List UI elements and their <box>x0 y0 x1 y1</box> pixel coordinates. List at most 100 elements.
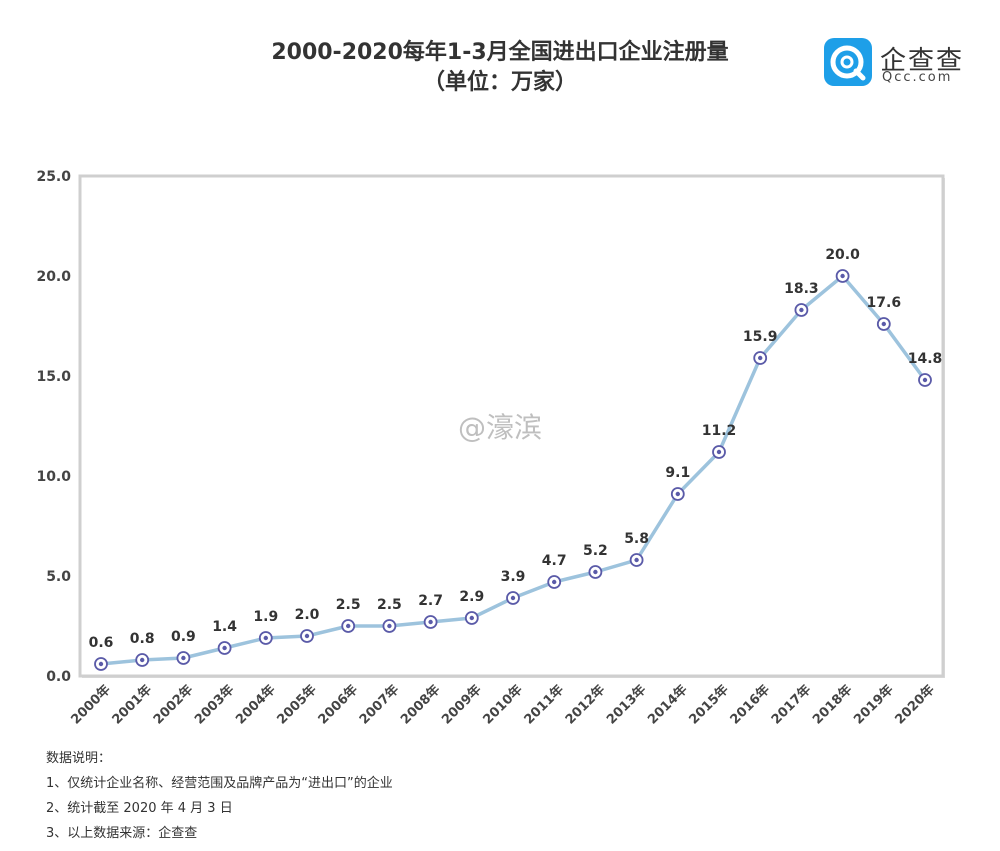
note-item-1: 1、仅统计企业名称、经营范围及品牌产品为“进出口”的企业 <box>46 776 393 791</box>
data-label: 4.7 <box>542 553 567 569</box>
qcc-logo: 企查查 Qcc.com <box>824 38 974 88</box>
data-point-marker <box>341 619 356 633</box>
data-point-marker <box>588 565 603 579</box>
data-point-marker <box>670 487 685 501</box>
y-tick-label: 5.0 <box>46 569 71 585</box>
data-label: 9.1 <box>665 465 690 481</box>
data-point-marker <box>176 651 191 665</box>
data-point-marker <box>876 317 891 331</box>
x-tick-label: 2010年 <box>480 682 526 728</box>
marker-inner <box>387 623 392 629</box>
plot-frame <box>78 174 945 678</box>
x-tick-label: 2000年 <box>68 682 114 728</box>
x-tick-label: 2009年 <box>439 682 485 728</box>
x-tick-label: 2018年 <box>809 682 855 728</box>
data-label: 17.6 <box>867 295 902 311</box>
data-label: 15.9 <box>743 329 778 345</box>
notes-heading: 数据说明： <box>46 751 112 766</box>
marker-inner <box>593 569 598 575</box>
x-tick-label: 2017年 <box>768 682 814 728</box>
x-tick-label: 2008年 <box>397 682 443 728</box>
x-tick-label: 2012年 <box>562 682 608 728</box>
x-tick-label: 2001年 <box>109 682 155 728</box>
watermark: @濠滨 <box>458 411 542 444</box>
marker-inner <box>634 557 639 563</box>
data-label: 18.3 <box>784 281 819 297</box>
marker-inner <box>263 635 268 641</box>
data-notes: 数据说明： 1、仅统计企业名称、经营范围及品牌产品为“进出口”的企业 2、统计截… <box>46 746 393 846</box>
y-tick-label: 20.0 <box>36 269 71 285</box>
data-point-marker <box>712 445 726 459</box>
data-label: 2.7 <box>418 593 443 609</box>
data-label: 2.9 <box>459 589 484 605</box>
marker-inner <box>922 377 928 383</box>
marker-inner <box>304 633 310 639</box>
logo-sub: Qcc.com <box>882 70 953 85</box>
data-point-marker <box>464 611 479 625</box>
data-point-marker <box>506 591 520 605</box>
note-item-3: 3、以上数据来源：企查查 <box>46 826 198 841</box>
marker-inner <box>346 623 351 629</box>
data-point-marker <box>629 553 644 567</box>
data-point-marker <box>835 269 850 283</box>
data-point-marker <box>217 641 232 655</box>
note-item-2: 2、统计截至 2020 年 4 月 3 日 <box>46 801 233 816</box>
x-tick-label: 2016年 <box>727 682 773 728</box>
marker-inner <box>840 273 845 279</box>
y-tick-label: 15.0 <box>36 369 71 385</box>
data-label: 1.4 <box>212 619 237 635</box>
marker-inner <box>716 449 722 455</box>
y-tick-label: 25.0 <box>36 169 71 185</box>
marker-inner <box>140 657 145 663</box>
marker-inner <box>799 307 804 313</box>
data-label: 2.5 <box>336 597 361 613</box>
data-label: 3.9 <box>501 569 526 585</box>
data-point-marker <box>918 373 932 387</box>
title-line-1: 2000-2020每年1-3月全国进出口企业注册量 <box>271 40 729 65</box>
data-point-marker <box>794 303 809 317</box>
y-tick-label: 10.0 <box>36 469 71 485</box>
x-tick-label: 2015年 <box>686 682 732 728</box>
data-label: 14.8 <box>908 351 943 367</box>
x-tick-label: 2002年 <box>150 682 196 728</box>
marker-inner <box>181 655 186 661</box>
x-tick-label: 2014年 <box>645 682 691 728</box>
data-label: 0.9 <box>171 629 196 645</box>
x-tick-label: 2019年 <box>851 682 897 728</box>
qcc-logo-icon <box>824 38 872 86</box>
marker-inner <box>552 579 557 585</box>
x-tick-label: 2007年 <box>356 682 402 728</box>
data-point-marker <box>94 657 108 671</box>
marker-inner <box>675 491 680 497</box>
data-label: 11.2 <box>702 423 737 439</box>
data-point-marker <box>300 629 314 643</box>
x-tick-label: 2004年 <box>233 682 279 728</box>
x-tick-label: 2020年 <box>892 682 938 728</box>
data-point-marker <box>382 619 397 633</box>
x-tick-label: 2013年 <box>603 682 649 728</box>
x-tick-label: 2006年 <box>315 682 361 728</box>
data-point-marker <box>547 575 562 589</box>
data-label: 0.6 <box>89 635 114 651</box>
data-point-marker <box>258 631 273 645</box>
data-label: 5.8 <box>624 531 649 547</box>
marker-inner <box>510 595 516 601</box>
chart-title: 2000-2020每年1-3月全国进出口企业注册量 （单位：万家） <box>180 38 820 98</box>
data-point-marker <box>753 351 768 365</box>
data-label: 5.2 <box>583 543 608 559</box>
marker-inner <box>881 321 886 327</box>
marker-inner <box>428 619 433 625</box>
logo-text: 企查查 <box>880 46 965 76</box>
x-tick-label: 2011年 <box>521 682 567 728</box>
x-tick-label: 2003年 <box>191 682 237 728</box>
data-label: 2.0 <box>295 607 320 623</box>
data-label: 20.0 <box>825 247 860 263</box>
data-point-marker <box>423 615 438 629</box>
title-line-2: （单位：万家） <box>422 70 577 95</box>
x-tick-label: 2005年 <box>274 682 320 728</box>
marker-inner <box>469 615 474 621</box>
y-tick-label: 0.0 <box>46 669 71 685</box>
marker-inner <box>758 355 763 361</box>
data-label: 1.9 <box>253 609 278 625</box>
